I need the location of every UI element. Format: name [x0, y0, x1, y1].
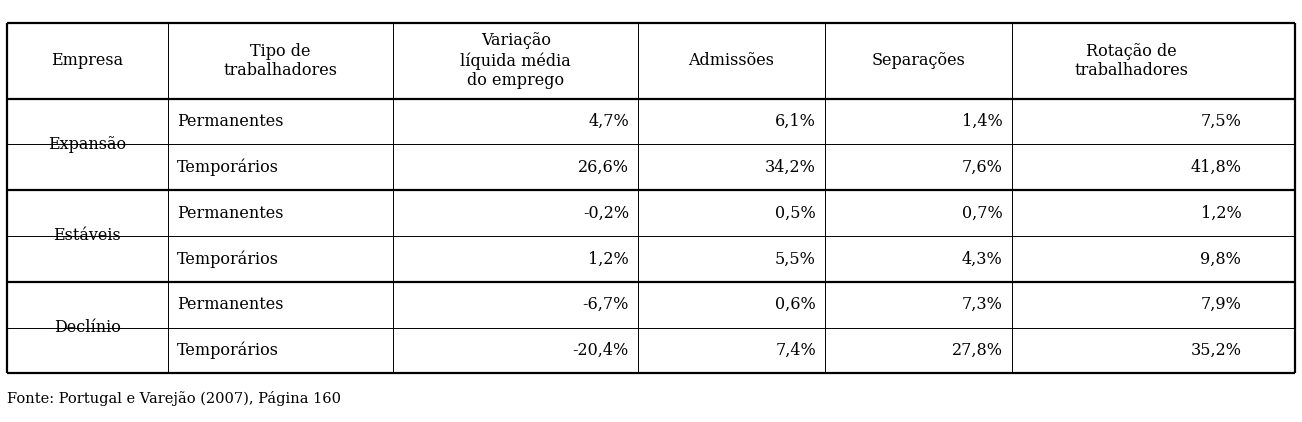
- Text: Empresa: Empresa: [51, 52, 124, 69]
- Text: Rotação de
trabalhadores: Rotação de trabalhadores: [1074, 43, 1189, 79]
- Text: 7,9%: 7,9%: [1200, 296, 1241, 313]
- Text: Temporários: Temporários: [177, 342, 279, 359]
- Text: 26,6%: 26,6%: [578, 159, 629, 176]
- Text: 0,5%: 0,5%: [775, 205, 816, 222]
- Text: Admissões: Admissões: [689, 52, 775, 69]
- Text: Declínio: Declínio: [53, 319, 121, 336]
- Text: 7,6%: 7,6%: [962, 159, 1003, 176]
- Text: -20,4%: -20,4%: [573, 342, 629, 359]
- Text: 35,2%: 35,2%: [1190, 342, 1241, 359]
- Text: Variação
líquida média
do emprego: Variação líquida média do emprego: [461, 32, 572, 89]
- Text: 4,3%: 4,3%: [962, 250, 1003, 268]
- Text: Permanentes: Permanentes: [177, 205, 284, 222]
- Text: 4,7%: 4,7%: [589, 113, 629, 130]
- Text: -0,2%: -0,2%: [583, 205, 629, 222]
- Text: 7,4%: 7,4%: [775, 342, 816, 359]
- Text: Separações: Separações: [871, 52, 965, 69]
- Text: 7,5%: 7,5%: [1200, 113, 1241, 130]
- Text: -6,7%: -6,7%: [582, 296, 629, 313]
- Text: 1,4%: 1,4%: [962, 113, 1003, 130]
- Text: Permanentes: Permanentes: [177, 296, 284, 313]
- Text: 7,3%: 7,3%: [962, 296, 1003, 313]
- Text: 1,2%: 1,2%: [589, 250, 629, 268]
- Text: 41,8%: 41,8%: [1190, 159, 1241, 176]
- Text: 6,1%: 6,1%: [775, 113, 816, 130]
- Text: Estáveis: Estáveis: [53, 227, 121, 244]
- Text: Expansão: Expansão: [48, 136, 126, 153]
- Text: 1,2%: 1,2%: [1200, 205, 1241, 222]
- Text: 9,8%: 9,8%: [1200, 250, 1241, 268]
- Text: Permanentes: Permanentes: [177, 113, 284, 130]
- Text: Tipo de
trabalhadores: Tipo de trabalhadores: [224, 43, 337, 79]
- Text: 5,5%: 5,5%: [775, 250, 816, 268]
- Text: 34,2%: 34,2%: [766, 159, 816, 176]
- Text: Temporários: Temporários: [177, 159, 279, 176]
- Text: 0,7%: 0,7%: [962, 205, 1003, 222]
- Text: Temporários: Temporários: [177, 250, 279, 268]
- Text: Fonte: Portugal e Varejão (2007), Página 160: Fonte: Portugal e Varejão (2007), Página…: [7, 391, 341, 406]
- Text: 0,6%: 0,6%: [775, 296, 816, 313]
- Text: 27,8%: 27,8%: [952, 342, 1003, 359]
